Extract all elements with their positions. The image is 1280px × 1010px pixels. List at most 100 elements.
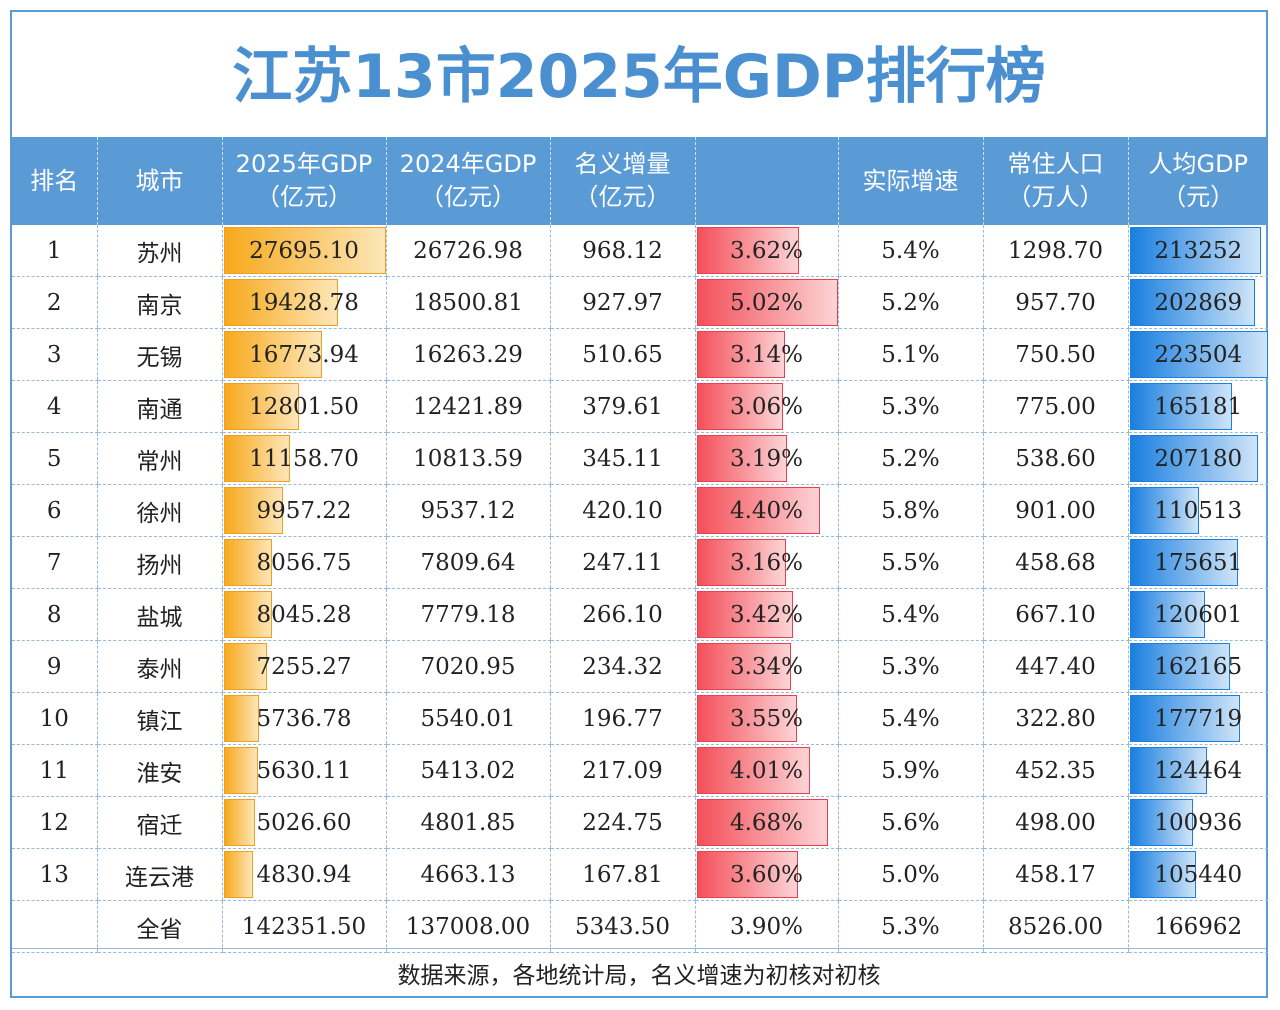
table-cell: 徐州: [96, 484, 222, 537]
cell-value: 苏州: [136, 240, 183, 267]
header-text: 实际增速: [862, 166, 959, 195]
ranking-frame: 江苏13市2025年GDP排行榜 排名 城市 2025年GDP （亿元） 2024年GD…: [10, 10, 1268, 998]
table-row: 5 常州 11158.70 10813.59 345.11 3.19% 5.2% 538.60…: [12, 432, 1268, 485]
table-row: 2 南京 19428.78 18500.81 927.97 5.02% 5.2% 957.70…: [12, 276, 1268, 329]
table-row: 11 淮安 5630.11 5413.02 217.09 4.01% 5.9% 452.35 1…: [12, 744, 1268, 797]
table-cell: 4801.85: [385, 796, 550, 849]
cell-value: 9537.12: [420, 497, 516, 524]
table-cell: 12: [12, 796, 97, 849]
cell-value: 968.12: [582, 237, 663, 264]
cell-value: 498.00: [1015, 809, 1096, 836]
cell-value: 5.0%: [881, 861, 940, 888]
header-text: （亿元）: [256, 183, 352, 211]
cell-value: 322.80: [1015, 705, 1096, 732]
data-bar: [223, 591, 272, 638]
data-bar: [696, 539, 786, 586]
table-cell: 137008.00: [385, 900, 550, 953]
table-row: 10 镇江 5736.78 5540.01 196.77 3.55% 5.4% 322.80 1…: [12, 692, 1268, 745]
cell-value: 7255.27: [256, 653, 352, 680]
cell-value: 3.16%: [729, 549, 804, 576]
cell-value: 淮安: [136, 760, 183, 787]
table-cell: 379.61: [549, 380, 695, 433]
cell-value: 3.34%: [729, 653, 804, 680]
table-cell: 5.3%: [837, 640, 983, 693]
cell-value: 420.10: [582, 497, 663, 524]
table-cell: 16263.29: [385, 328, 550, 381]
cell-value: 957.70: [1015, 289, 1096, 316]
table-cell: 无锡: [96, 328, 222, 381]
table-cell: 217.09: [549, 744, 695, 797]
table-cell: 667.10: [982, 588, 1128, 641]
cell-value: 142351.50: [241, 913, 367, 940]
cell-value: 510.65: [582, 341, 663, 368]
column-header: 排名: [12, 137, 97, 225]
data-bar: [696, 799, 829, 846]
table-cell: 9957.22: [221, 484, 386, 537]
data-bar: [223, 851, 254, 898]
cell-value: 泰州: [136, 656, 183, 683]
table-cell: 8526.00: [982, 900, 1128, 953]
table-cell: 100936: [1127, 796, 1268, 849]
data-bar: [1129, 799, 1193, 846]
table-cell: 110513: [1127, 484, 1268, 537]
cell-value: 南京: [136, 292, 183, 319]
data-bar: [1129, 227, 1262, 274]
column-header: 2025年GDP （亿元）: [221, 137, 386, 225]
cell-value: 19428.78: [249, 289, 359, 316]
cell-value: 12421.89: [413, 393, 523, 420]
data-bar: [223, 539, 273, 586]
cell-value: 458.68: [1015, 549, 1096, 576]
table-cell: 5630.11: [221, 744, 386, 797]
cell-value: 9957.22: [256, 497, 352, 524]
table-cell: 5.6%: [837, 796, 983, 849]
cell-value: 5413.02: [420, 757, 516, 784]
cell-value: 750.50: [1015, 341, 1096, 368]
column-header: 城市: [96, 137, 222, 225]
cell-value: 120601: [1154, 601, 1243, 628]
table-cell: 16773.94: [221, 328, 386, 381]
table-cell: 4.01%: [694, 744, 838, 797]
cell-value: 6: [46, 497, 62, 524]
data-bar: [696, 331, 786, 378]
data-bar: [223, 695, 259, 742]
table-cell: 165181: [1127, 380, 1268, 433]
cell-value: 8056.75: [256, 549, 352, 576]
cell-value: 175651: [1154, 549, 1243, 576]
table-cell: 1: [12, 225, 97, 277]
table-cell: 124464: [1127, 744, 1268, 797]
table-cell: 3.60%: [694, 848, 838, 901]
table-cell: 苏州: [96, 225, 222, 277]
cell-value: 27695.10: [249, 237, 359, 264]
source-note: 数据来源，各地统计局，名义增速为初核对初核: [12, 948, 1266, 999]
table-cell: 扬州: [96, 536, 222, 589]
table-cell: 927.97: [549, 276, 695, 329]
cell-value: 5: [46, 445, 62, 472]
cell-value: 447.40: [1015, 653, 1096, 680]
cell-value: 7: [46, 549, 62, 576]
table-cell: 3.34%: [694, 640, 838, 693]
column-header: [694, 137, 838, 225]
data-bar: [1129, 747, 1208, 794]
cell-value: 4663.13: [420, 861, 516, 888]
data-bar: [696, 279, 838, 326]
cell-value: 224.75: [582, 809, 663, 836]
cell-value: 105440: [1154, 861, 1243, 888]
table-cell: 7779.18: [385, 588, 550, 641]
table-cell: 5736.78: [221, 692, 386, 745]
table-cell: 1298.70: [982, 225, 1128, 277]
cell-value: 5343.50: [574, 913, 671, 940]
header-text: 名义增量: [574, 150, 671, 178]
table-cell: 538.60: [982, 432, 1128, 485]
table-cell: 162165: [1127, 640, 1268, 693]
cell-value: 3.55%: [729, 705, 804, 732]
table-cell: 247.11: [549, 536, 695, 589]
table-cell: 3.90%: [694, 900, 838, 953]
cell-value: 207180: [1154, 445, 1243, 472]
cell-value: 16263.29: [413, 341, 523, 368]
cell-value: 连云港: [125, 864, 194, 891]
table-cell: 4.68%: [694, 796, 838, 849]
cell-value: 667.10: [1015, 601, 1096, 628]
table-cell: 4663.13: [385, 848, 550, 901]
data-bar: [1129, 851, 1196, 898]
cell-value: 10813.59: [413, 445, 523, 472]
